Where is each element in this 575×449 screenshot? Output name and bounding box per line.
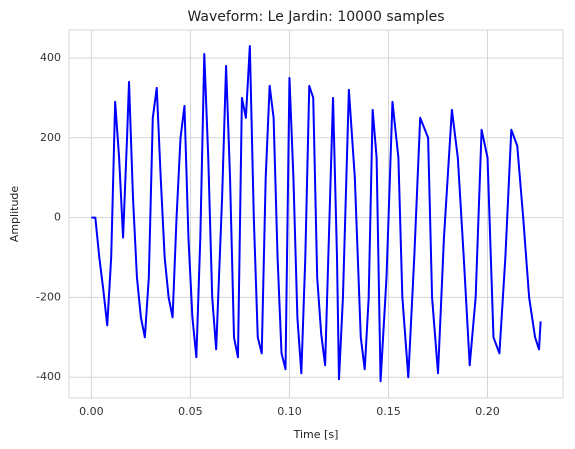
x-tick-label: 0.20 <box>475 405 500 418</box>
y-tick-label: -200 <box>36 290 61 303</box>
x-tick-label: 0.05 <box>178 405 203 418</box>
plot-frame <box>68 29 564 399</box>
x-tick-label: 0.10 <box>277 405 302 418</box>
y-tick-label: 200 <box>40 131 61 144</box>
y-tick-label: -400 <box>36 370 61 383</box>
x-tick-label: 0.00 <box>79 405 104 418</box>
y-tick-label: 0 <box>54 211 61 224</box>
chart-title: Waveform: Le Jardin: 10000 samples <box>187 9 444 25</box>
x-axis-label: Time [s] <box>293 428 339 441</box>
y-axis-label: Amplitude <box>8 186 21 243</box>
waveform-line <box>91 44 542 383</box>
y-tick-label: 400 <box>40 51 61 64</box>
x-tick-label: 0.15 <box>376 405 401 418</box>
